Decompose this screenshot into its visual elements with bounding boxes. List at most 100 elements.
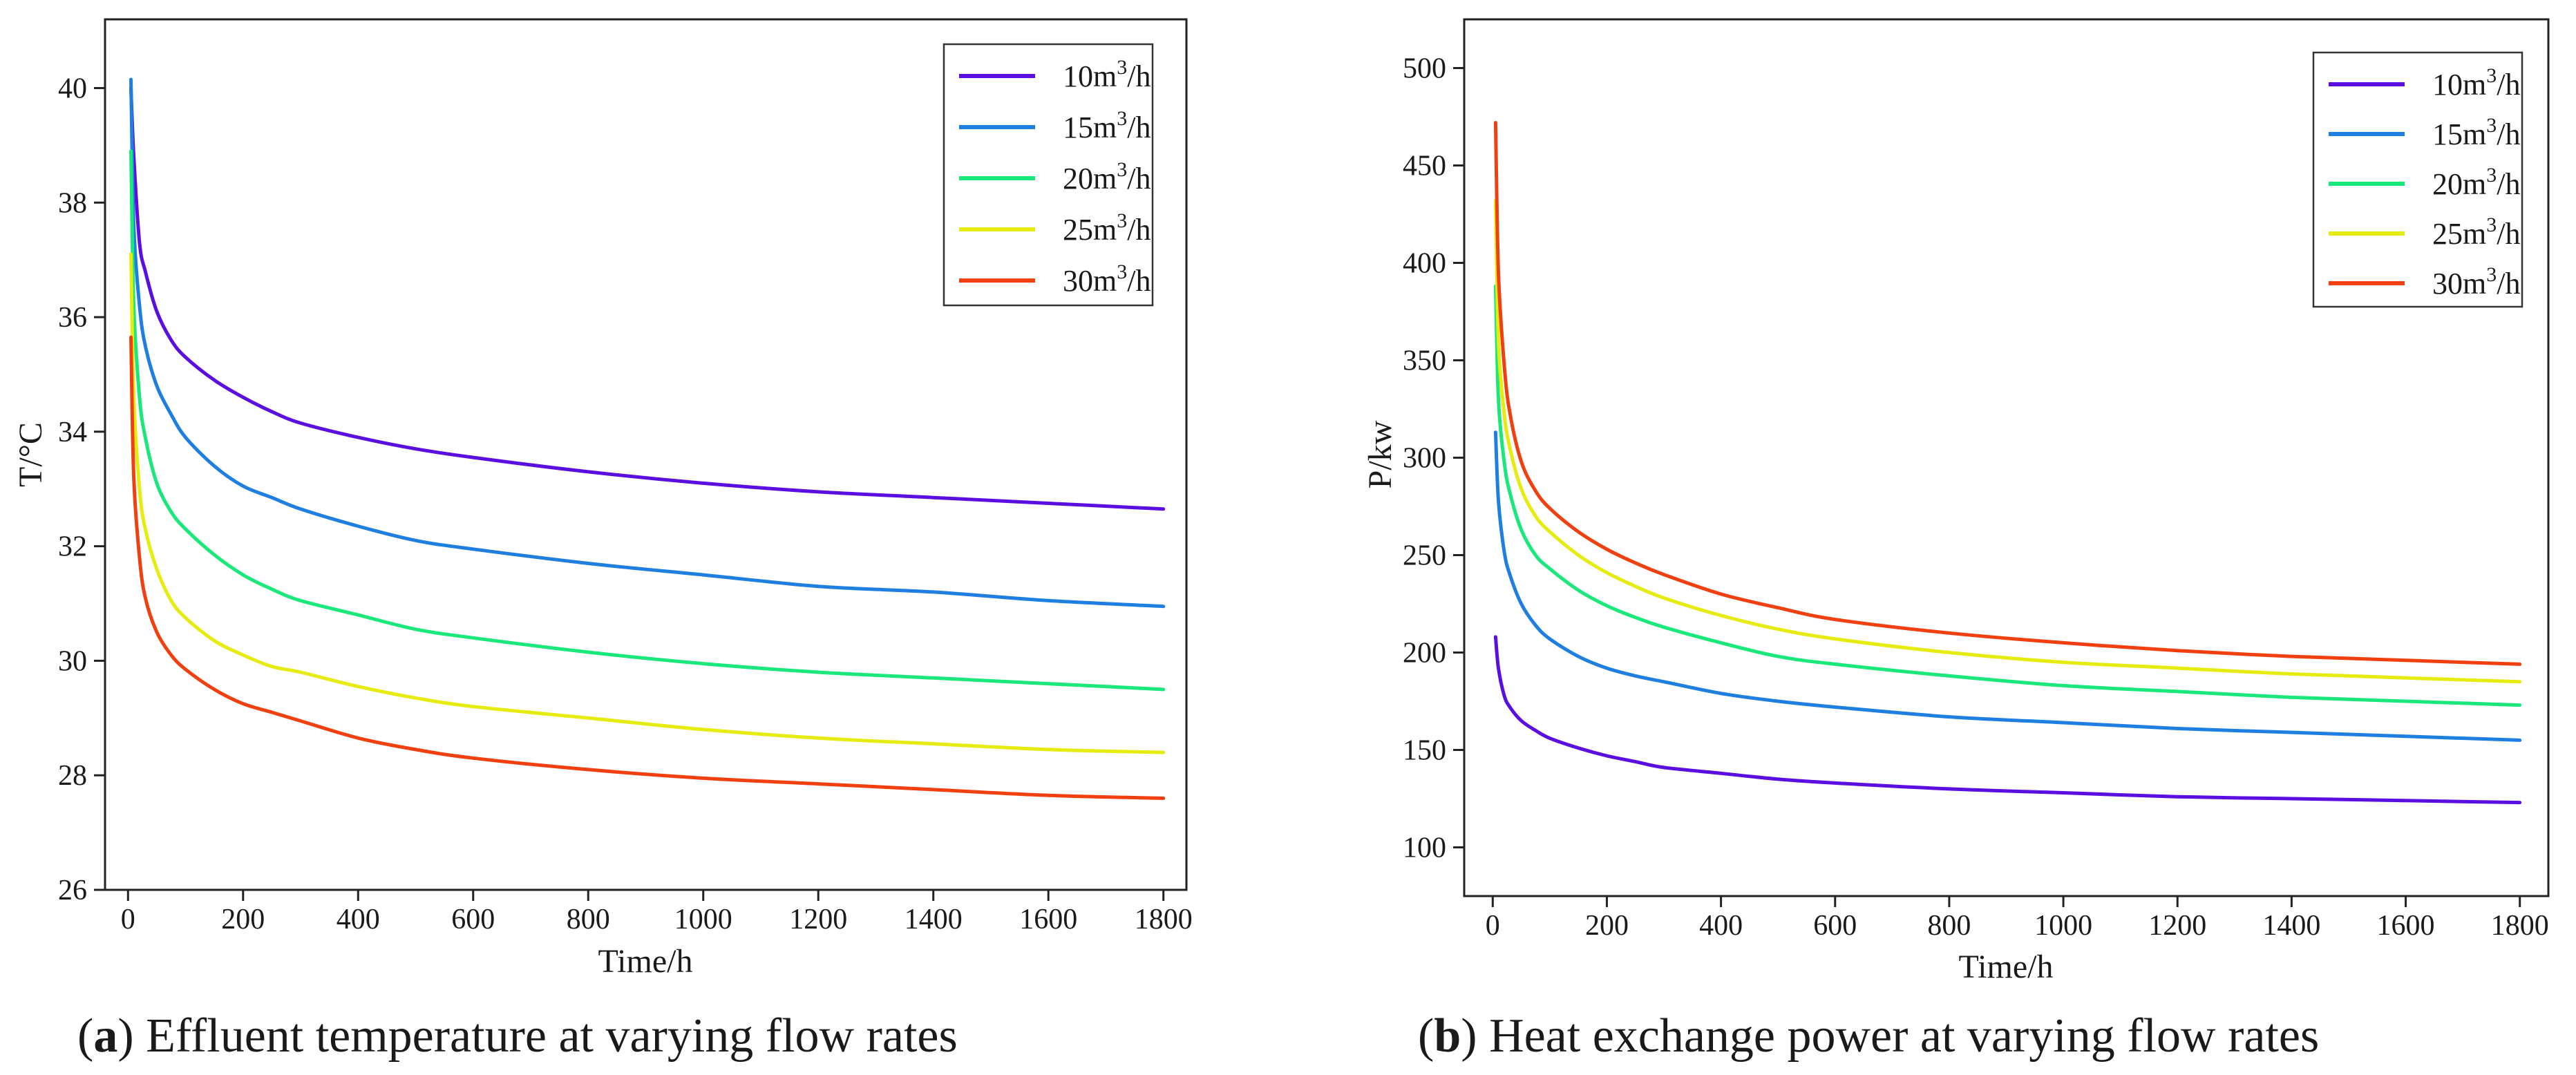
panel-b-x-tick-label-1400: 1400 (2262, 910, 2320, 942)
panel-a-legend-label-3: 20m3/h (1063, 158, 1150, 196)
panel-b-y-tick-label-250: 250 (1403, 540, 1446, 572)
panel-b-legend-label-4-sup: 3 (2486, 213, 2497, 236)
panel-b-legend-label-2-base: 15m (2432, 117, 2486, 151)
panel-b-x-tick-label-800: 800 (1927, 910, 1971, 942)
panel-b-legend-label-1-sup: 3 (2486, 64, 2497, 87)
panel-b-series-layer (1493, 121, 2522, 805)
panel-a-legend-label-2-sup: 3 (1117, 107, 1127, 130)
panel-b-x-tick-label-1600: 1600 (2377, 910, 2435, 942)
panel-a-y-tick-label-36: 36 (58, 302, 87, 334)
panel-b-legend-label-2-sup: 3 (2486, 114, 2497, 137)
panel-a-caption: (a) Effluent temperature at varying flow… (77, 1009, 958, 1063)
panel-a-legend-label-3-sup: 3 (1117, 158, 1127, 181)
panel-a-x-tick-label-1400: 1400 (905, 904, 963, 935)
panel-b-legend-label-5: 30m3/h (2432, 263, 2520, 301)
panel-b-legend-label-4-tail: /h (2497, 217, 2520, 251)
panel-b-y-tick-label-450: 450 (1403, 151, 1446, 182)
panel-b-x-tick-label-600: 600 (1813, 910, 1857, 942)
panel-b-legend-label-2-tail: /h (2497, 117, 2520, 151)
panel-a-x-tick-label-1200: 1200 (789, 904, 847, 935)
panel-a-y-tick-label-26: 26 (58, 875, 87, 906)
panel-b-series-line-3 (1493, 284, 2522, 707)
panel-a-legend-label-4-sup: 3 (1117, 209, 1127, 232)
panel-a-legend-box (943, 43, 1154, 307)
panel-b-legend-label-3-base: 20m (2432, 167, 2486, 201)
panel-a-x-tick-label-1000: 1000 (674, 904, 732, 935)
panel-b-y-axis-title: P/kw (1362, 420, 1399, 488)
panel-b-legend-label-5-sup: 3 (2486, 263, 2497, 286)
panel-a-legend-label-5-base: 30m (1063, 264, 1117, 298)
panel-b-legend-label-5-base: 30m (2432, 267, 2486, 301)
panel-a-x-tick-label-1800: 1800 (1135, 904, 1193, 935)
panel-a-series-line-4 (129, 252, 1166, 754)
panel-b-caption-text: Heat exchange power at varying flow rate… (1489, 1009, 2319, 1063)
panel-b-x-tick-label-1800: 1800 (2491, 910, 2549, 942)
panel-b-legend-label-3: 20m3/h (2432, 164, 2520, 201)
panel-b-legend-label-1-base: 10m (2432, 68, 2486, 102)
panel-a-legend-label-2-tail: /h (1127, 111, 1150, 144)
panel-b-legend-label-4: 25m3/h (2432, 213, 2520, 251)
panel-b-y-tick-label-100: 100 (1403, 833, 1446, 864)
panel-a-x-axis-title: Time/h (598, 943, 693, 980)
panel-a-y-tick-label-30: 30 (58, 645, 87, 677)
panel-a-x-tick-label-800: 800 (567, 904, 610, 935)
panel-b-x-ticks: 0 200 400 600 800 1000 1200 1400 1600 1800 (1486, 896, 2549, 942)
panel-b-legend-label-1: 10m3/h (2432, 64, 2520, 102)
panel-b-x-tick-label-0: 0 (1486, 910, 1500, 942)
panel-b-y-tick-label-200: 200 (1403, 638, 1446, 669)
panel-a-legend-label-4-base: 25m (1063, 213, 1117, 247)
panel-a-legend-label-5-sup: 3 (1117, 260, 1127, 283)
panel-a-x-tick-label-200: 200 (221, 904, 265, 935)
panel-b-legend-label-1-tail: /h (2497, 68, 2520, 102)
panel-b-y-tick-label-150: 150 (1403, 735, 1446, 767)
panel-a-x-tick-label-1600: 1600 (1019, 904, 1077, 935)
panel-a-legend-label-3-base: 20m (1063, 162, 1117, 196)
panel-a-series-layer (129, 77, 1166, 800)
panel-a-series-line-5 (129, 335, 1166, 800)
panel-b-x-tick-label-1000: 1000 (2034, 910, 2092, 942)
panel-a-x-ticks: 0 200 400 600 800 1000 1200 1400 1600 1800 (121, 890, 1193, 935)
panel-a-temperature-chart: 0 200 400 600 800 1000 1200 1400 1600 1800 262830… (12, 18, 1193, 1063)
panel-a-legend-label-3-tail: /h (1127, 162, 1150, 196)
panel-a-legend-label-1-tail: /h (1127, 59, 1150, 93)
panel-a-legend-label-4: 25m3/h (1063, 209, 1150, 247)
panel-a-series-line-3 (129, 149, 1166, 692)
panel-a-legend-label-1-base: 10m (1063, 59, 1117, 93)
panel-a-x-tick-label-400: 400 (337, 904, 380, 935)
panel-a-y-tick-label-34: 34 (58, 417, 87, 448)
panel-b-x-tick-label-200: 200 (1585, 910, 1629, 942)
panel-b-legend-box (2312, 51, 2523, 308)
panel-b-x-axis-title: Time/h (1959, 949, 2054, 985)
panel-b-caption-label: b (1434, 1009, 1461, 1063)
panel-a-y-tick-label-32: 32 (58, 531, 87, 563)
panel-a-y-ticks: 26 28 30 32 34 36 38 40 (58, 73, 105, 906)
panel-b-legend-label-2: 15m3/h (2432, 114, 2520, 151)
panel-b-y-ticks: 100 150 200 250 300 350 400 450 500 (1403, 53, 1464, 864)
panel-b-power-chart: 0 200 400 600 800 1000 1200 1400 1600 1800 100 150… (1362, 18, 2550, 1063)
panel-b-series-line-1 (1493, 635, 2522, 805)
panel-b-series-line-2 (1493, 430, 2522, 742)
panel-a-y-tick-label-28: 28 (58, 760, 87, 792)
panel-a-y-tick-label-40: 40 (58, 73, 87, 104)
panel-b-legend-label-3-sup: 3 (2486, 164, 2497, 187)
panel-b-legend-label-5-tail: /h (2497, 267, 2520, 301)
panel-b-y-tick-label-300: 300 (1403, 443, 1446, 475)
panel-a-legend-label-1-sup: 3 (1117, 56, 1127, 79)
panel-a-x-tick-label-0: 0 (121, 904, 135, 935)
panel-b-plot-frame (1463, 18, 2550, 897)
panel-a-legend-label-5-tail: /h (1127, 264, 1150, 298)
panel-a-y-tick-label-38: 38 (58, 187, 87, 219)
panel-a-legend-label-2: 15m3/h (1063, 107, 1150, 144)
panel-b-x-tick-label-1200: 1200 (2148, 910, 2206, 942)
panel-a-caption-label: a (93, 1009, 117, 1063)
panel-b-y-tick-label-400: 400 (1403, 248, 1446, 280)
panel-a-x-tick-label-600: 600 (451, 904, 495, 935)
panel-a-legend-label-4-tail: /h (1127, 213, 1150, 247)
panel-a-caption-text: Effluent temperature at varying flow rat… (146, 1009, 958, 1063)
panel-b-x-tick-label-400: 400 (1699, 910, 1743, 942)
panel-a-legend-label-2-base: 15m (1063, 111, 1117, 144)
panel-b-legend-label-4-base: 25m (2432, 217, 2486, 251)
panel-a-series-line-2 (129, 77, 1166, 609)
panel-a-legend-label-5: 30m3/h (1063, 260, 1150, 298)
